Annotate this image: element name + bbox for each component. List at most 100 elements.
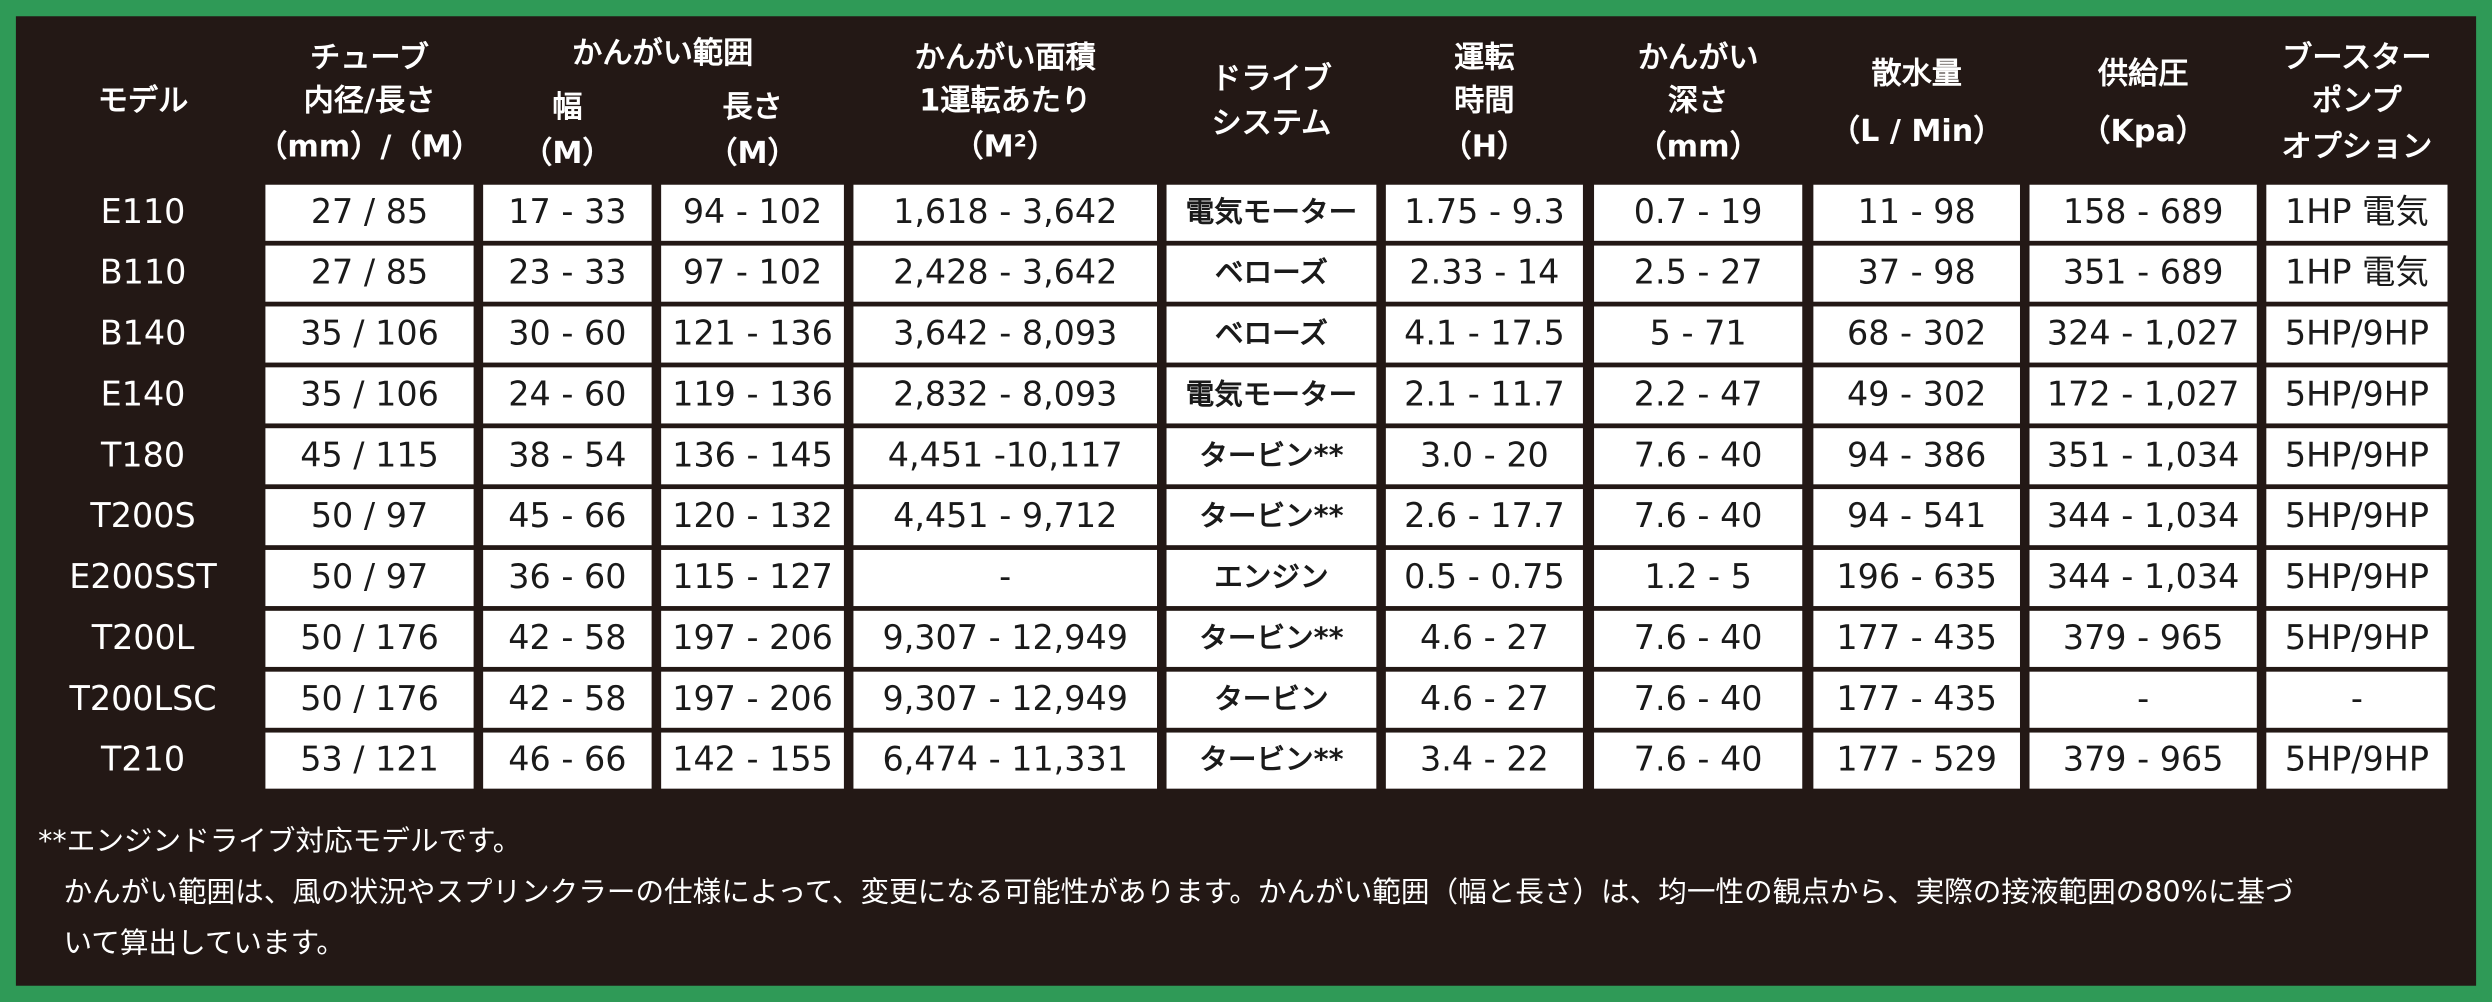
cell-text: 36 - 60 (508, 557, 626, 596)
cell-text: 94 - 541 (1847, 496, 1986, 535)
cell-text: 5HP/9HP (2285, 618, 2429, 657)
cell-text: 5HP/9HP (2285, 374, 2429, 413)
cell-text: 3.4 - 22 (1420, 740, 1549, 779)
cell-box (661, 549, 844, 607)
cell-text: 6,474 - 11,331 (882, 740, 1127, 779)
cell-box (661, 671, 844, 728)
cell-box (1813, 306, 2020, 363)
cell-text: 2.6 - 17.7 (1404, 496, 1565, 535)
cell-box (1594, 489, 1803, 546)
cell-box (1385, 489, 1583, 546)
cell-text: 4,451 -10,117 (888, 435, 1123, 474)
cell-box (1594, 184, 1803, 241)
cell-text: 35 / 106 (300, 374, 439, 413)
cell-text: タービン** (1199, 620, 1343, 654)
cell-text: 351 - 1,034 (2047, 435, 2239, 474)
cell-box (265, 184, 474, 241)
cell-text: 2,832 - 8,093 (893, 374, 1117, 413)
cell-box (1813, 245, 2020, 302)
cell-text: 351 - 689 (2063, 253, 2224, 292)
cell-text: 0.5 - 0.75 (1404, 557, 1565, 596)
note: **エンジンドライブ対応モデルです。 (38, 824, 521, 858)
cell-box (2266, 306, 2448, 363)
cell-text: - (2351, 679, 2363, 718)
cell-box (1166, 610, 1377, 667)
model-name: T200S (89, 496, 195, 535)
cell-text: 37 - 98 (1858, 253, 1976, 292)
model-name: E140 (101, 374, 186, 413)
cell-text: 379 - 965 (2063, 740, 2224, 779)
cell-box (1813, 489, 2020, 546)
cell-box (853, 367, 1157, 424)
cell-box (1385, 306, 1583, 363)
cell-box (1385, 245, 1583, 302)
cell-text: タービン (1214, 681, 1328, 715)
cell-text: 27 / 85 (311, 253, 428, 292)
cell-box (853, 184, 1157, 241)
cell-box (1385, 428, 1583, 485)
cell-box (483, 306, 652, 363)
header-text: （H） (1442, 130, 1528, 165)
cell-box (1594, 428, 1803, 485)
cell-text: 7.6 - 40 (1634, 435, 1763, 474)
cell-text: 97 - 102 (683, 253, 822, 292)
cell-box (2266, 245, 2448, 302)
cell-text: 121 - 136 (672, 314, 833, 353)
cell-box (853, 732, 1157, 789)
cell-text: 電気モーター (1186, 194, 1358, 228)
cell-box (483, 184, 652, 241)
cell-box (265, 671, 474, 728)
note: いて算出しています。 (64, 925, 345, 959)
cell-text: 45 / 115 (300, 435, 439, 474)
cell-box (483, 671, 652, 728)
cell-box (1813, 549, 2020, 607)
cell-text: 38 - 54 (508, 435, 626, 474)
cell-text: 1.75 - 9.3 (1404, 192, 1565, 231)
cell-box (2266, 428, 2448, 485)
cell-text: - (2137, 679, 2149, 718)
cell-text: ベローズ (1215, 255, 1328, 289)
cell-box (1813, 732, 2020, 789)
cell-box (2029, 245, 2257, 302)
cell-text: 142 - 155 (672, 740, 833, 779)
header-text: 幅 (552, 90, 582, 125)
header-text: 内径/長さ (304, 84, 436, 119)
cell-text: - (999, 557, 1011, 596)
header-text: モデル (98, 83, 189, 119)
cell-text: 4.1 - 17.5 (1404, 314, 1565, 353)
cell-text: 3,642 - 8,093 (893, 314, 1117, 353)
cell-text: 344 - 1,034 (2047, 557, 2239, 596)
cell-box (1594, 610, 1803, 667)
cell-box (483, 245, 652, 302)
header-text: （M²） (953, 130, 1057, 165)
cell-box (853, 489, 1157, 546)
cell-box (1594, 245, 1803, 302)
cell-box (483, 428, 652, 485)
cell-text: 17 - 33 (508, 192, 626, 231)
cell-text: 9,307 - 12,949 (882, 679, 1127, 718)
cell-text: 177 - 529 (1836, 740, 1997, 779)
cell-box (2029, 367, 2257, 424)
cell-box (265, 610, 474, 667)
cell-box (1385, 732, 1583, 789)
cell-box (2266, 489, 2448, 546)
cell-box (1813, 367, 2020, 424)
header-text: ドライブ (1211, 60, 1332, 96)
cell-box (853, 428, 1157, 485)
cell-box (265, 732, 474, 789)
model-name: T210 (100, 740, 185, 779)
model-name: B140 (100, 314, 187, 353)
cell-box (1166, 306, 1377, 363)
header-text: 時間 (1454, 84, 1514, 119)
cell-box (1385, 671, 1583, 728)
cell-text: 2.5 - 27 (1634, 253, 1763, 292)
cell-box (2029, 732, 2257, 789)
cell-text: 5HP/9HP (2285, 496, 2429, 535)
model-name: T180 (100, 435, 185, 474)
cell-box (661, 306, 844, 363)
header-text: ポンプ (2312, 84, 2402, 119)
cell-text: 50 / 97 (311, 557, 428, 596)
header-text: 供給圧 (2097, 56, 2189, 92)
cell-box (1813, 428, 2020, 485)
